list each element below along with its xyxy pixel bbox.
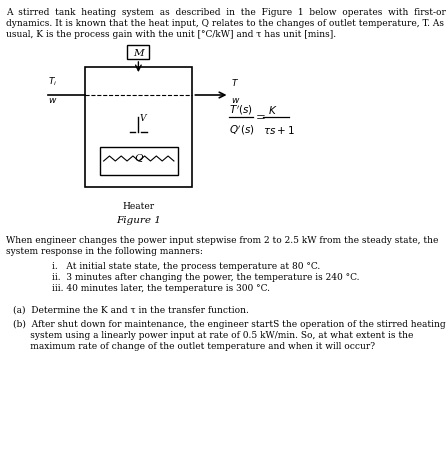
Text: system response in the following manners:: system response in the following manners… <box>6 247 203 255</box>
Text: iii. 40 minutes later, the temperature is 300 °C.: iii. 40 minutes later, the temperature i… <box>52 283 270 293</box>
Bar <box>100 148 178 176</box>
Text: system using a linearly power input at rate of 0.5 kW/min. So, at what extent is: system using a linearly power input at r… <box>13 330 414 339</box>
Text: (a)  Determine the K and τ in the transfer function.: (a) Determine the K and τ in the transfe… <box>13 305 249 314</box>
Text: $T$: $T$ <box>231 77 239 88</box>
Text: (b)  After shut down for maintenance, the engineer startS the operation of the s: (b) After shut down for maintenance, the… <box>13 319 446 329</box>
Text: $\tau s+1$: $\tau s+1$ <box>264 124 296 136</box>
Text: $K$: $K$ <box>268 104 277 116</box>
Text: $Q'(s)$: $Q'(s)$ <box>229 123 255 136</box>
Text: $T'(s)$: $T'(s)$ <box>229 103 253 116</box>
Text: maximum rate of change of the outlet temperature and when it will occur?: maximum rate of change of the outlet tem… <box>13 341 376 350</box>
Text: M: M <box>133 48 144 57</box>
Text: When engineer changes the power input stepwise from 2 to 2.5 kW from the steady : When engineer changes the power input st… <box>6 236 438 244</box>
Bar <box>127 46 149 60</box>
Text: dynamics. It is known that the heat input, Q relates to the changes of outlet te: dynamics. It is known that the heat inpu… <box>6 19 444 28</box>
Text: $T_i$: $T_i$ <box>48 76 58 88</box>
Text: =: = <box>256 111 266 124</box>
Text: V: V <box>140 113 146 122</box>
Bar <box>85 68 192 187</box>
Text: $w$: $w$ <box>231 96 240 105</box>
Text: usual, K is the process gain with the unit [°C/kW] and τ has unit [mins].: usual, K is the process gain with the un… <box>6 30 336 39</box>
Text: i.   At initial state state, the process temperature at 80 °C.: i. At initial state state, the process t… <box>52 262 320 270</box>
Text: Heater: Heater <box>122 202 154 211</box>
Text: Q: Q <box>134 153 143 162</box>
Text: Figure 1: Figure 1 <box>116 216 161 224</box>
Text: A  stirred  tank  heating  system  as  described  in  the  Figure  1  below  ope: A stirred tank heating system as describ… <box>6 8 446 17</box>
Text: $w$: $w$ <box>48 96 58 105</box>
Text: ii.  3 minutes after changing the power, the temperature is 240 °C.: ii. 3 minutes after changing the power, … <box>52 273 359 281</box>
